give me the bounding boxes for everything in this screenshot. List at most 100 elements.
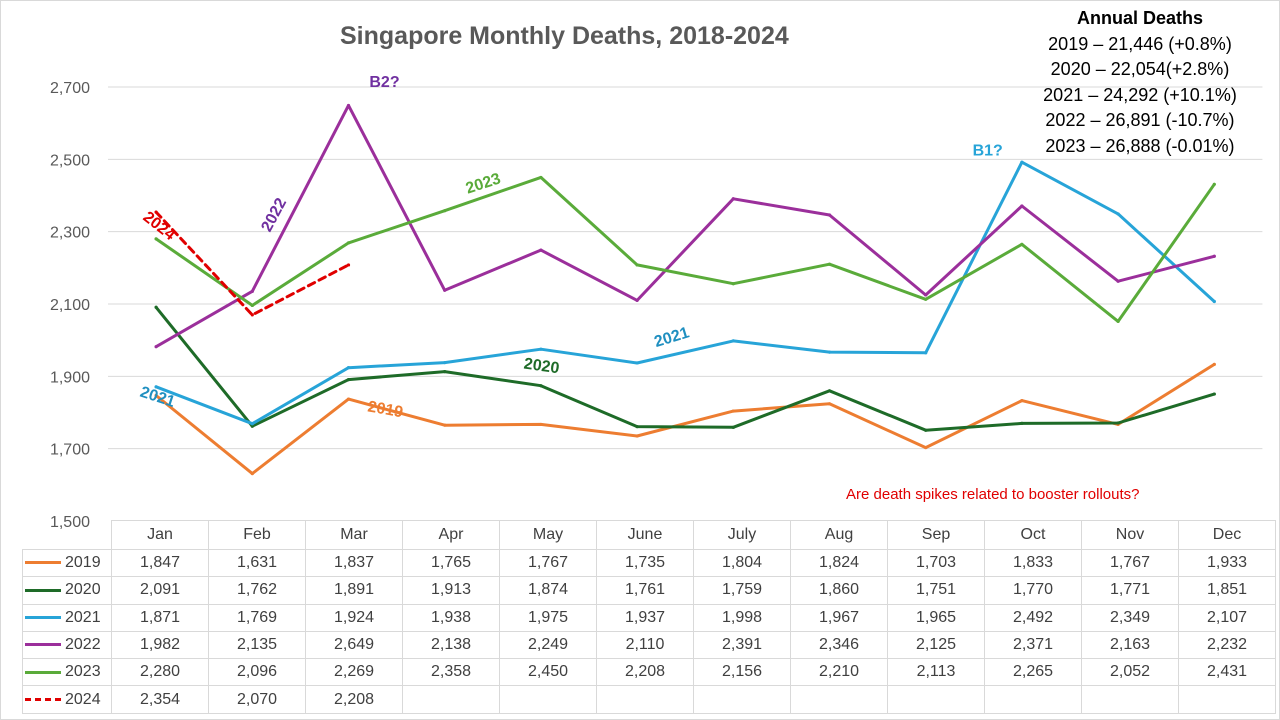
table-cell: 2,280	[111, 658, 209, 687]
x-tick-label: July	[693, 520, 791, 550]
table-cell: 2,208	[596, 658, 694, 687]
x-tick-label: Sep	[887, 520, 985, 550]
table-corner	[22, 520, 112, 550]
table-cell: 1,770	[984, 576, 1082, 605]
table-cell: 1,847	[111, 548, 209, 578]
table-row: 2024 2,354 2,070 2,208	[22, 685, 1276, 714]
table-cell: 1,771	[1081, 576, 1179, 605]
table-cell: 2,052	[1081, 658, 1179, 687]
table-cell	[790, 685, 888, 714]
data-table: Jan Feb Mar Apr May June July Aug Sep Oct Nov Dec 20…	[22, 520, 1276, 714]
table-cell	[1178, 685, 1276, 714]
table-cell	[1081, 685, 1179, 714]
table-cell: 2,249	[499, 630, 597, 660]
annual-deaths-line: 2020 – 22,054(+2.8%)	[1050, 59, 1230, 79]
table-cell: 2,349	[1081, 603, 1179, 632]
table-cell: 2,450	[499, 658, 597, 687]
table-cell: 1,762	[208, 576, 306, 605]
chart-title: Singapore Monthly Deaths, 2018-2024	[340, 22, 789, 50]
table-cell: 1,933	[1178, 548, 1276, 578]
table-cell: 2,210	[790, 658, 888, 687]
table-cell: 2,110	[596, 630, 694, 660]
table-cell: 2,107	[1178, 603, 1276, 632]
table-cell: 1,913	[402, 576, 500, 605]
table-cell: 2,113	[887, 658, 985, 687]
table-cell	[693, 685, 791, 714]
legend-label: 2024	[65, 690, 101, 708]
x-tick-label: Dec	[1178, 520, 1276, 550]
table-cell	[402, 685, 500, 714]
table-cell: 1,703	[887, 548, 985, 578]
table-cell: 1,631	[208, 548, 306, 578]
annual-deaths-box: Annual Deaths 2019 – 21,446 (+0.8%) 2020…	[1020, 6, 1260, 159]
table-cell: 1,998	[693, 603, 791, 632]
table-row: 2020 2,091 1,762 1,891 1,913 1,874 1,761 1,759 1…	[22, 576, 1276, 605]
annual-deaths-line: 2021 – 24,292 (+10.1%)	[1043, 84, 1237, 105]
table-cell: 1,965	[887, 603, 985, 632]
table-cell: 1,871	[111, 603, 209, 632]
table-cell: 1,735	[596, 548, 694, 578]
x-tick-label: Apr	[402, 520, 500, 550]
table-cell: 2,096	[208, 658, 306, 687]
table-cell: 1,938	[402, 603, 500, 632]
legend-label: 2023	[65, 663, 101, 681]
legend-entry: 2023	[22, 658, 112, 687]
table-cell	[887, 685, 985, 714]
x-tick-label: Nov	[1081, 520, 1179, 550]
table-cell: 1,759	[693, 576, 791, 605]
x-tick-label: Feb	[208, 520, 306, 550]
table-cell: 2,125	[887, 630, 985, 660]
legend-label: 2022	[65, 636, 101, 654]
table-cell: 2,265	[984, 658, 1082, 687]
table-cell: 2,391	[693, 630, 791, 660]
table-cell: 2,163	[1081, 630, 1179, 660]
legend-entry: 2021	[22, 603, 112, 632]
legend-swatch	[25, 697, 61, 701]
table-cell	[499, 685, 597, 714]
question-annotation: Are death spikes related to booster roll…	[846, 486, 1140, 503]
annual-deaths-line: 2022 – 26,891 (-10.7%)	[1045, 110, 1235, 130]
legend-entry: 2020	[22, 576, 112, 605]
table-row: 2022 1,982 2,135 2,649 2,138 2,249 2,110 2,391 2…	[22, 630, 1276, 660]
legend-label: 2019	[65, 554, 101, 572]
table-cell: 2,208	[305, 685, 403, 714]
x-tick-label: Oct	[984, 520, 1082, 550]
annual-deaths-heading: Annual Deaths	[1076, 8, 1204, 28]
table-cell: 2,346	[790, 630, 888, 660]
table-cell: 1,833	[984, 548, 1082, 578]
x-tick-label: Aug	[790, 520, 888, 550]
table-cell: 2,492	[984, 603, 1082, 632]
table-cell: 2,156	[693, 658, 791, 687]
table-row: 2021 1,871 1,769 1,924 1,938 1,975 1,937 1,998 1…	[22, 603, 1276, 632]
table-cell: 1,924	[305, 603, 403, 632]
table-cell: 2,232	[1178, 630, 1276, 660]
table-cell: 1,975	[499, 603, 597, 632]
legend-entry: 2022	[22, 630, 112, 660]
table-cell: 2,138	[402, 630, 500, 660]
table-cell: 1,824	[790, 548, 888, 578]
x-tick-label: Mar	[305, 520, 403, 550]
table-cell: 2,135	[208, 630, 306, 660]
table-cell: 1,761	[596, 576, 694, 605]
legend-swatch	[25, 670, 61, 674]
table-cell: 1,767	[1081, 548, 1179, 578]
table-cell: 2,649	[305, 630, 403, 660]
table-cell: 1,874	[499, 576, 597, 605]
annual-deaths-line: 2019 – 21,446 (+0.8%)	[1048, 33, 1232, 54]
annual-deaths-line: 2023 – 26,888 (-0.01%)	[1045, 135, 1235, 156]
table-cell: 1,982	[111, 630, 209, 660]
table-cell: 1,937	[596, 603, 694, 632]
legend-swatch	[25, 561, 61, 565]
table-cell: 2,358	[402, 658, 500, 687]
table-cell: 1,765	[402, 548, 500, 578]
table-cell: 1,837	[305, 548, 403, 578]
table-cell: 2,354	[111, 685, 209, 714]
legend-swatch	[25, 588, 61, 592]
table-cell: 1,967	[790, 603, 888, 632]
x-tick-label: Jan	[111, 520, 209, 550]
table-row: 2019 1,847 1,631 1,837 1,765 1,767 1,735 1,804 1…	[22, 548, 1276, 578]
table-cell: 2,269	[305, 658, 403, 687]
legend-label: 2021	[65, 608, 101, 626]
legend-swatch	[25, 616, 61, 619]
table-cell: 1,860	[790, 576, 888, 605]
